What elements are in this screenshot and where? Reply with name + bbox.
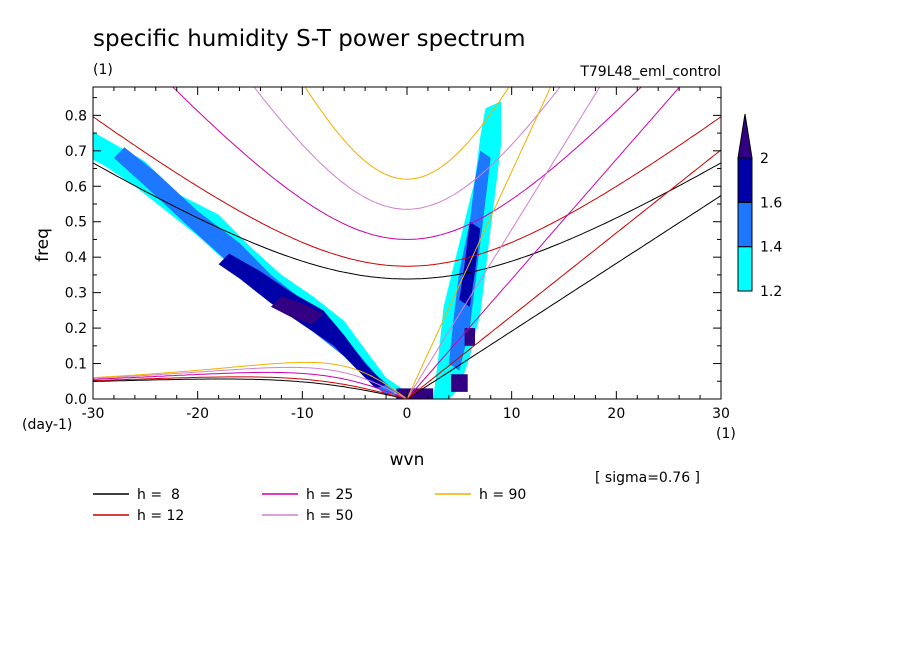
legend-label: h = 8 <box>137 487 180 503</box>
colorbar-label: 1.4 <box>760 240 782 256</box>
curve-gravity-h12 <box>93 116 721 267</box>
curve-rossby-h12 <box>93 376 408 399</box>
legend-label: h = 90 <box>479 487 526 503</box>
curve-kelvin-h8 <box>406 195 721 399</box>
colorbar-segment <box>737 201 753 248</box>
y-tick-label: 0.6 <box>65 179 87 195</box>
sigma-note: [ sigma=0.76 ] <box>595 470 700 486</box>
y-tick-label: 0.0 <box>65 392 87 408</box>
x-axis-label: wvn <box>390 450 425 470</box>
y-tick-label: 0.2 <box>65 321 87 337</box>
curve-rossby-h25 <box>93 371 408 399</box>
eastward-band-contour <box>459 221 481 307</box>
x-tick-label: -10 <box>291 406 314 422</box>
curve-gravity-h25 <box>172 87 642 240</box>
contour-layer <box>93 101 502 399</box>
curve-kelvin-h90 <box>406 87 552 399</box>
colorbar-label: 1.2 <box>760 284 782 300</box>
curve-kelvin-h25 <box>406 87 681 399</box>
x-tick-label: 20 <box>607 406 625 422</box>
x-tick-label: -30 <box>82 406 105 422</box>
curve-rossby-h90 <box>93 361 408 399</box>
eastward-core-contour <box>451 374 468 392</box>
x-tick-label: 10 <box>503 406 521 422</box>
curve-gravity-h50 <box>253 87 561 210</box>
curve-kelvin-h50 <box>406 87 601 399</box>
legend-label: h = 12 <box>137 508 184 524</box>
plot-background <box>93 87 721 399</box>
x-axis-unit: (1) <box>716 426 736 442</box>
chart-subtitle-left: (1) <box>93 62 113 78</box>
y-tick-label: 0.4 <box>65 250 87 266</box>
x-tick-label: -20 <box>186 406 209 422</box>
chart-title: specific humidity S-T power spectrum <box>93 26 525 52</box>
y-axis-label: freq <box>33 228 53 262</box>
colorbar-segment <box>737 246 753 292</box>
y-tick-label: 0.8 <box>65 108 87 124</box>
eastward-core-contour <box>464 328 475 346</box>
colorbar-arrow <box>737 113 753 159</box>
curve-gravity-h8 <box>93 162 721 280</box>
westward-core-contour <box>270 296 324 325</box>
y-axis-unit: (day-1) <box>22 417 72 433</box>
colorbar: 1.2 1.4 1.6 2 <box>737 113 782 300</box>
x-tick-label: 0 <box>403 406 412 422</box>
x-tick-label: 30 <box>712 406 730 422</box>
curve-gravity-h90 <box>304 87 510 180</box>
dispersion-curve-layer <box>93 87 721 399</box>
y-tick-label: 0.1 <box>65 357 87 373</box>
y-tick-label: 0.5 <box>65 215 87 231</box>
colorbar-segment <box>737 157 753 203</box>
curve-rossby-h8 <box>93 378 408 399</box>
legend-label: h = 25 <box>306 487 353 503</box>
colorbar-label: 2 <box>760 151 769 167</box>
chart-subtitle-right: T79L48_eml_control <box>579 64 721 80</box>
curve-legend: h = 8 h = 12 h = 25 h = 50 h = 90 <box>93 487 526 524</box>
curve-rossby-h50 <box>93 366 408 399</box>
curve-kelvin-h12 <box>406 149 721 399</box>
axes-layer: -30 -20 -10 0 10 20 30 0.0 0.1 0.2 0.3 0.4 0.5 0.6 0.7… <box>65 87 730 422</box>
colorbar-label: 1.6 <box>760 195 782 211</box>
y-tick-label: 0.3 <box>65 286 87 302</box>
legend-label: h = 50 <box>306 508 353 524</box>
y-tick-label: 0.7 <box>65 144 87 160</box>
